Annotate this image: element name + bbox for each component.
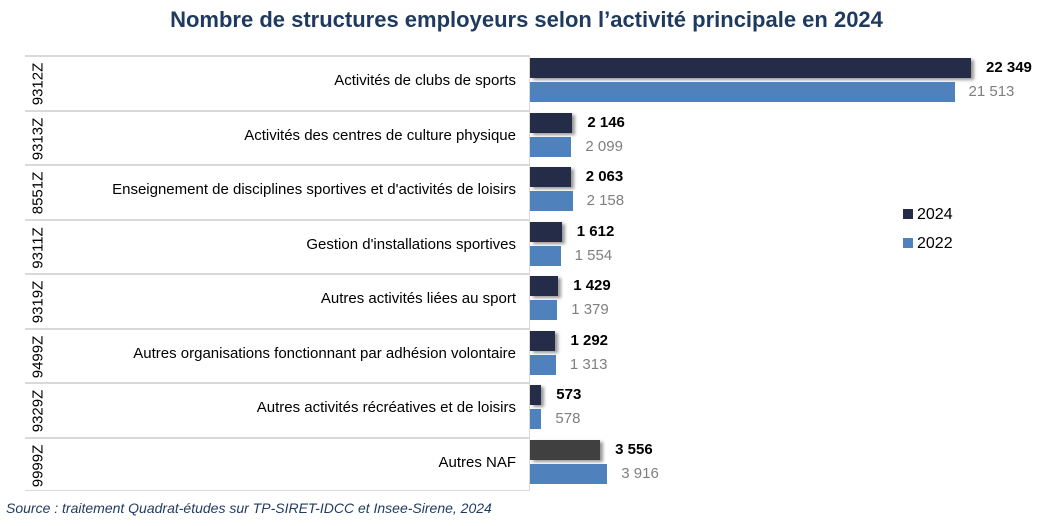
bar-2022 <box>530 300 558 320</box>
legend-swatch-2022 <box>903 238 913 248</box>
naf-code: 9311Z <box>25 221 51 275</box>
naf-code-text: 9329Z <box>29 389 47 433</box>
bar-2022 <box>530 136 572 157</box>
naf-code: 9329Z <box>25 384 51 438</box>
category-label: Autres organisations fonctionnant par ad… <box>133 344 516 362</box>
naf-code-text: 9312Z <box>29 62 47 106</box>
naf-code: 8551Z <box>25 166 51 220</box>
naf-code: 9319Z <box>25 275 51 329</box>
category-label: Enseignement de disciplines sportives et… <box>112 181 516 198</box>
bar-2024 <box>530 276 559 296</box>
bar-2022 <box>530 463 608 484</box>
data-label-2024: 2 146 <box>587 113 625 131</box>
data-label-2022: 2 099 <box>585 137 623 155</box>
legend-item-2024: 2024 <box>903 206 953 224</box>
category-row: 9999Z Autres NAF <box>25 436 530 493</box>
legend-item-2022: 2022 <box>903 235 953 253</box>
bar-2024 <box>530 167 571 187</box>
legend-label: 2022 <box>917 235 953 252</box>
naf-code-text: 9319Z <box>29 280 47 324</box>
category-row: 9319Z Autres activités liées au sport <box>25 273 530 327</box>
source-note: Source : traitement Quadrat-études sur T… <box>6 500 492 516</box>
data-label-2024: 3 556 <box>615 440 653 458</box>
category-row: 9329Z Autres activités récréatives et de… <box>25 382 530 436</box>
category-label: Autres NAF <box>438 453 516 471</box>
naf-code-text: 9313Z <box>29 117 47 160</box>
category-label: Gestion d'installations sportives <box>306 235 516 253</box>
category-label: Autres activités liées au sport <box>320 290 516 307</box>
naf-code: 9313Z <box>25 112 51 166</box>
category-label: Activités des centres de culture physiqu… <box>244 126 516 144</box>
data-label-2024: 1 612 <box>576 222 615 240</box>
category-row: 8551Z Enseignement de disciplines sporti… <box>25 164 530 218</box>
category-row: 9313Z Activités des centres de culture p… <box>25 109 530 166</box>
naf-code-text: 9499Z <box>29 335 47 378</box>
naf-code: 9312Z <box>25 57 51 111</box>
category-row: 9311Z Gestion d'installations sportives <box>25 218 530 275</box>
data-label-2024: 1 429 <box>573 277 611 294</box>
bar-2022 <box>530 409 542 429</box>
data-label-2022: 1 313 <box>569 355 608 373</box>
data-label-2022: 578 <box>555 410 581 427</box>
naf-code: 9499Z <box>25 330 51 384</box>
data-label-2024: 573 <box>556 386 582 403</box>
data-label-2024: 1 292 <box>570 331 609 349</box>
data-label-2022: 1 554 <box>574 246 613 264</box>
bar-2024 <box>530 330 556 351</box>
naf-code-text: 9999Z <box>29 444 47 487</box>
bar-2024 <box>530 112 573 133</box>
bar-2022 <box>530 354 556 375</box>
data-label-2022: 21 513 <box>968 83 1015 100</box>
chart-title: Nombre de structures employeurs selon l’… <box>170 7 883 32</box>
category-row: 9312Z Activités de clubs de sports <box>25 55 530 109</box>
category-label: Activités de clubs de sports <box>334 72 516 89</box>
data-label-2022: 2 158 <box>586 192 625 209</box>
bar-2024 <box>530 439 601 460</box>
bar-2024 <box>530 385 542 405</box>
bar-2022 <box>530 245 561 266</box>
bar-2024 <box>530 221 562 242</box>
data-label-2024: 2 063 <box>585 168 624 185</box>
naf-code-text: 8551Z <box>29 171 47 215</box>
data-label-2022: 3 916 <box>621 464 659 482</box>
data-label-2022: 1 379 <box>571 301 609 318</box>
naf-code-text: 9311Z <box>29 226 47 269</box>
bar-2024 <box>530 58 971 78</box>
data-label-2024: 22 349 <box>986 59 1032 76</box>
legend-swatch-2024 <box>903 209 913 219</box>
bar-2022 <box>530 191 573 211</box>
category-label: Autres activités récréatives et de loisi… <box>256 399 516 416</box>
legend-label: 2024 <box>917 206 953 223</box>
naf-code: 9999Z <box>25 439 51 493</box>
bar-2022 <box>530 82 955 102</box>
category-row: 9499Z Autres organisations fonctionnant … <box>25 327 530 384</box>
